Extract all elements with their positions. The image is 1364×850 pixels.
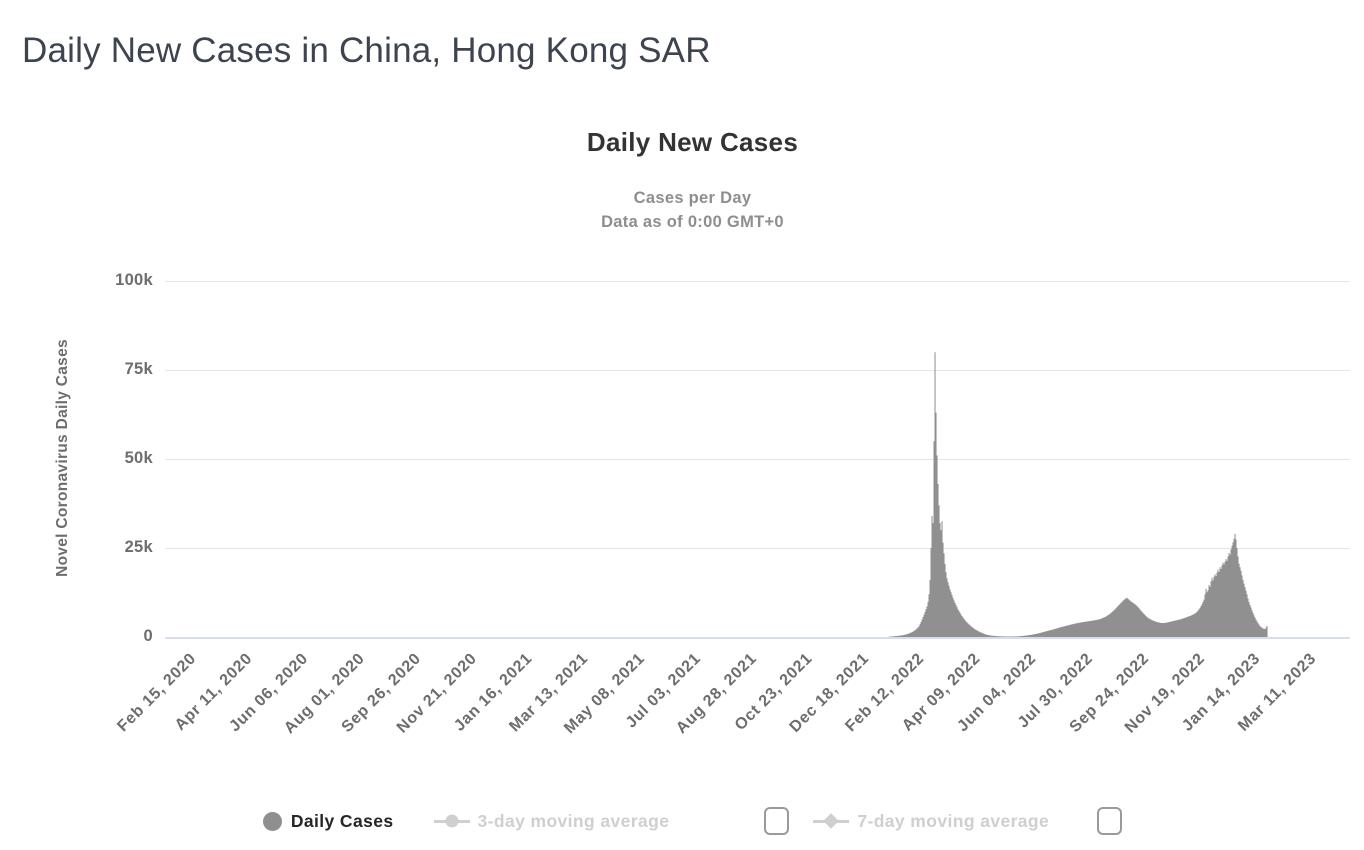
- gridline-25k: [165, 548, 1350, 549]
- y-tick-label-25k: 25k: [124, 538, 153, 556]
- legend: Daily Cases 3-day moving average 7-day m…: [25, 807, 1360, 835]
- y-tick-label-0: 0: [143, 627, 153, 645]
- 3day-average-checkbox[interactable]: [764, 807, 790, 835]
- legend-label-3day-moving-average: 3-day moving average: [477, 810, 670, 831]
- chart-title: Daily New Cases: [586, 127, 799, 157]
- chart-subtitle-line2: Data as of 0:00 GMT+0: [601, 213, 784, 231]
- daily-new-cases-chart: Daily New Cases Cases per Day Data as of…: [25, 105, 1360, 850]
- 7day-average-checkbox[interactable]: [1097, 807, 1123, 835]
- y-tick-label-100k: 100k: [115, 271, 153, 289]
- plot-area[interactable]: [165, 281, 1350, 639]
- page-title: Daily New Cases in China, Hong Kong SAR: [22, 31, 711, 71]
- legend-item-3day-moving-average[interactable]: 3-day moving average: [433, 810, 670, 832]
- y-tick-label-75k: 75k: [124, 360, 153, 378]
- 7day-average-marker-icon: [813, 813, 850, 829]
- gridline-100k: [165, 281, 1350, 282]
- legend-label-daily-cases: Daily Cases: [290, 810, 394, 831]
- 3day-average-marker-icon: [433, 813, 470, 829]
- x-axis-line: [165, 637, 1350, 639]
- gridline-75k: [165, 370, 1350, 371]
- gridline-50k: [165, 459, 1350, 460]
- daily-cases-marker-icon: [262, 811, 282, 831]
- y-tick-label-50k: 50k: [124, 449, 153, 467]
- legend-item-7day-moving-average[interactable]: 7-day moving average: [813, 811, 1049, 832]
- legend-item-daily-cases[interactable]: Daily Cases: [262, 810, 394, 832]
- chart-subtitle-line1: Cases per Day: [633, 189, 752, 207]
- legend-label-7day-moving-average: 7-day moving average: [857, 810, 1050, 831]
- daily-cases-series-bars: [888, 352, 1268, 637]
